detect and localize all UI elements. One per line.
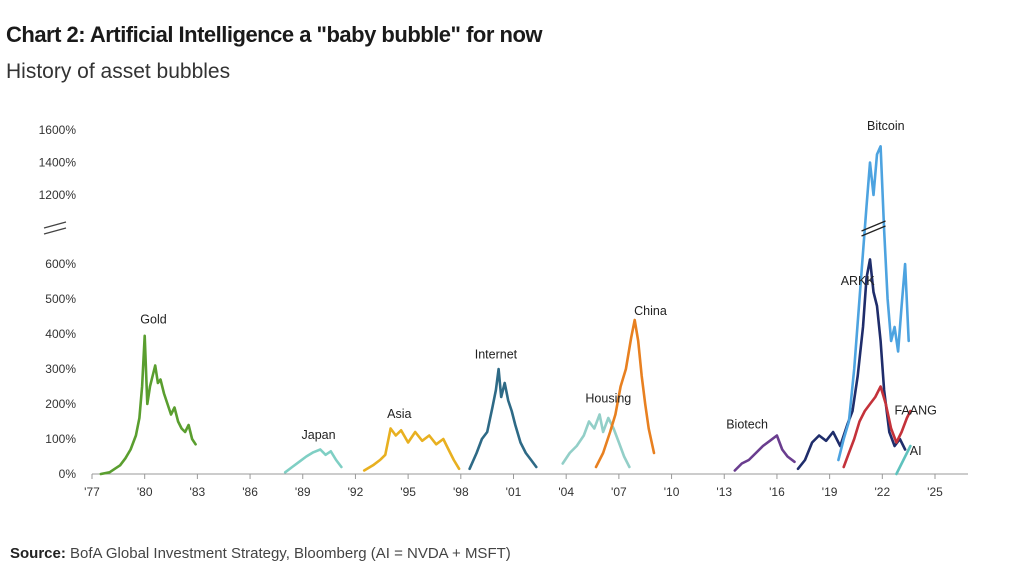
series-label-china: China bbox=[634, 304, 667, 318]
source-label: Source: bbox=[10, 545, 66, 562]
series-line-gold bbox=[99, 334, 197, 476]
x-tick-label: '16 bbox=[769, 485, 785, 499]
series-label-internet: Internet bbox=[475, 348, 518, 362]
series-label-faang: FAANG bbox=[894, 404, 936, 418]
series-label-bitcoin: Bitcoin bbox=[867, 119, 905, 133]
series-break-mark bbox=[861, 220, 886, 232]
x-tick-label: '13 bbox=[716, 485, 732, 499]
series-line-internet bbox=[468, 367, 538, 471]
series-line-china bbox=[594, 318, 656, 469]
axis-layer: '77 '80 '83 '86 '89 '92 '95 '98 '01 '04 '07 '10 '13 '… bbox=[39, 123, 968, 499]
x-tick-label: '19 bbox=[822, 485, 838, 499]
y-tick-label: 400% bbox=[45, 327, 76, 341]
series-label-arkk: ARKK bbox=[841, 274, 876, 288]
x-tick-label: '95 bbox=[400, 485, 416, 499]
x-tick-label: '86 bbox=[242, 485, 258, 499]
chart-subtitle: History of asset bubbles bbox=[6, 60, 231, 83]
source-text: BofA Global Investment Strategy, Bloombe… bbox=[65, 545, 511, 562]
x-tick-label: '83 bbox=[190, 485, 206, 499]
series-line-arkk bbox=[796, 258, 907, 471]
series-label-biotech: Biotech bbox=[726, 418, 768, 432]
series-line-ai bbox=[895, 444, 912, 476]
series-label-japan: Japan bbox=[302, 428, 336, 442]
x-tick-label: '22 bbox=[874, 485, 890, 499]
x-tick-label: '07 bbox=[611, 485, 627, 499]
x-tick-label: '04 bbox=[558, 485, 574, 499]
series-label-ai: AI bbox=[910, 444, 922, 458]
y-axis-break-mark bbox=[43, 221, 67, 229]
y-axis-break-mark bbox=[43, 227, 67, 235]
source-note: Source: BofA Global Investment Strategy,… bbox=[10, 545, 511, 562]
series-line-housing bbox=[561, 413, 631, 469]
y-tick-label: 200% bbox=[45, 397, 76, 411]
series-line-japan bbox=[283, 448, 343, 474]
series-break-mark bbox=[861, 225, 886, 237]
series-line-faang bbox=[842, 385, 912, 469]
series-line-biotech bbox=[733, 434, 796, 472]
series-label-housing: Housing bbox=[585, 391, 631, 405]
y-tick-label: 300% bbox=[45, 362, 76, 376]
x-tick-label: '98 bbox=[453, 485, 469, 499]
chart-title: Chart 2: Artificial Intelligence a "baby… bbox=[6, 22, 543, 47]
x-tick-label: '25 bbox=[927, 485, 943, 499]
series-label-gold: Gold bbox=[140, 313, 166, 327]
x-tick-label: '77 bbox=[84, 485, 100, 499]
y-tick-label: 600% bbox=[45, 257, 76, 271]
series-layer bbox=[99, 145, 912, 476]
y-tick-label: 1400% bbox=[39, 156, 77, 170]
y-tick-label: 1600% bbox=[39, 123, 77, 137]
label-layer: Gold Japan Asia Internet Housing China Biotech… bbox=[140, 119, 937, 458]
x-tick-label: '89 bbox=[295, 485, 311, 499]
y-tick-label: 1200% bbox=[39, 188, 77, 202]
asset-bubbles-chart: '77 '80 '83 '86 '89 '92 '95 '98 '01 '04 '07 '10 '13 '… bbox=[39, 119, 968, 499]
series-line-bitcoin bbox=[837, 145, 910, 462]
x-tick-label: '01 bbox=[506, 485, 522, 499]
x-tick-label: '80 bbox=[137, 485, 153, 499]
y-tick-label: 100% bbox=[45, 432, 76, 446]
x-tick-label: '10 bbox=[664, 485, 680, 499]
series-label-asia: Asia bbox=[387, 407, 411, 421]
series-line-asia bbox=[362, 427, 461, 472]
y-tick-label: 500% bbox=[45, 292, 76, 306]
y-tick-label: 0% bbox=[59, 467, 77, 481]
x-tick-label: '92 bbox=[348, 485, 364, 499]
